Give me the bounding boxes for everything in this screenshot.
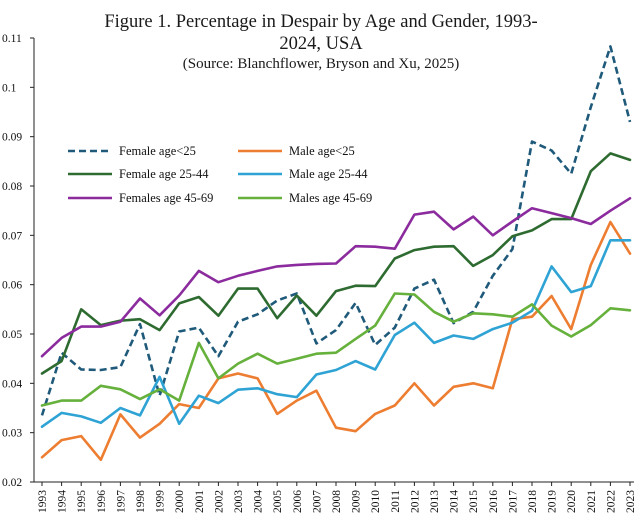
y-tick-label: 0.05 [2, 329, 22, 341]
x-tick-label: 1999 [155, 490, 167, 513]
x-tick-label: 2003 [233, 490, 245, 513]
x-tick-label: 2017 [507, 490, 519, 513]
y-tick-label: 0.03 [2, 428, 22, 440]
legend-label-0: Female age<25 [119, 144, 196, 158]
x-tick-label: 1996 [96, 490, 108, 513]
y-tick-label: 0.06 [2, 280, 22, 292]
x-tick-label: 2019 [547, 490, 559, 513]
x-tick-label: 2004 [253, 490, 265, 513]
legend-label-1: Male age<25 [289, 144, 355, 158]
legend-label-2: Female age 25-44 [119, 167, 209, 181]
x-tick-label: 2013 [429, 490, 441, 513]
series-line-5 [40, 292, 632, 407]
series-line-1 [40, 220, 632, 462]
x-tick-label: 2010 [370, 490, 382, 513]
x-tick-label: 2009 [351, 490, 363, 513]
x-tick-label: 1998 [135, 490, 147, 513]
x-tick-label: 2022 [605, 490, 617, 513]
x-tick-label: 2023 [625, 490, 637, 513]
x-tick-label: 2001 [194, 490, 206, 513]
axes: 0.02 0.03 0.04 0.05 0.06 0.07 0.08 0.09 0.1 0.11 1… [2, 33, 637, 513]
legend-label-5: Males age 45-69 [289, 191, 372, 205]
x-tick-label: 2002 [213, 490, 225, 513]
x-tick-label: 2018 [527, 490, 539, 513]
chart-title-line1: Figure 1. Percentage in Despair by Age a… [104, 12, 537, 32]
y-tick-label: 0.04 [2, 378, 22, 390]
legend: Female age<25 Male age<25 Female age 25-44… [68, 144, 372, 205]
x-tick-label: 2015 [468, 490, 480, 513]
x-tick-label: 2008 [331, 490, 343, 513]
y-tick-label: 0.08 [2, 181, 22, 193]
x-tick-label: 2016 [488, 490, 500, 513]
series-line-2 [40, 152, 632, 375]
legend-label-3: Male age 25-44 [289, 167, 368, 181]
x-tick-label: 2011 [390, 490, 402, 513]
series-layer [40, 45, 632, 462]
series-line-4 [40, 197, 632, 358]
y-tick-label: 0.11 [2, 33, 22, 45]
y-tick-label: 0.1 [2, 82, 17, 94]
x-tick-label: 2012 [409, 490, 421, 513]
x-tick-label: 2005 [272, 490, 284, 513]
chart-title-line2: 2024, USA [279, 34, 363, 54]
series-line-0 [40, 45, 632, 416]
x-tick-label: 2014 [449, 490, 461, 513]
y-tick-label: 0.09 [2, 132, 22, 144]
x-tick-label: 1995 [76, 490, 88, 513]
series-line-3 [40, 239, 632, 429]
y-tick-label: 0.07 [2, 230, 22, 242]
y-tick-label: 0.02 [2, 477, 22, 489]
x-tick-label: 2020 [566, 490, 578, 513]
x-tick-label: 1997 [115, 490, 127, 513]
x-tick-label: 2006 [292, 490, 304, 513]
x-tick-label: 2021 [586, 490, 598, 513]
legend-label-4: Females age 45-69 [119, 191, 213, 205]
x-tick-label: 1994 [57, 490, 69, 513]
x-tick-label: 1993 [37, 490, 49, 513]
chart-subtitle: (Source: Blanchflower, Bryson and Xu, 20… [183, 56, 459, 72]
x-tick-label: 2007 [311, 490, 323, 513]
x-tick-label: 2000 [174, 490, 186, 513]
